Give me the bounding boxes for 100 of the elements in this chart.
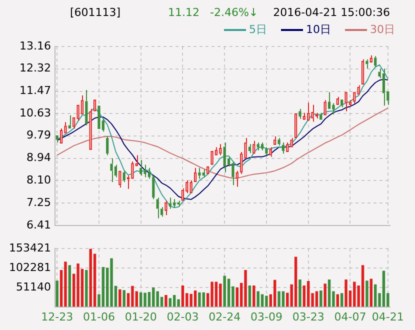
bar bbox=[320, 290, 322, 307]
y-tick-label: 9.79 bbox=[26, 128, 51, 142]
candlestick bbox=[282, 142, 285, 154]
candlestick bbox=[110, 158, 113, 182]
candlestick bbox=[320, 112, 322, 120]
candlestick bbox=[269, 146, 272, 158]
candlestick bbox=[131, 161, 134, 179]
candlestick bbox=[118, 170, 122, 188]
bar bbox=[172, 295, 176, 307]
bar bbox=[122, 290, 126, 307]
candlestick bbox=[68, 114, 71, 128]
candlestick bbox=[315, 112, 318, 119]
candlestick bbox=[140, 159, 142, 176]
bar bbox=[374, 284, 377, 307]
bar bbox=[198, 292, 201, 307]
y-tick-label: 8.94 bbox=[26, 151, 51, 164]
bar bbox=[110, 258, 113, 307]
bar bbox=[244, 270, 247, 307]
bar bbox=[164, 295, 168, 307]
candlestick bbox=[332, 102, 335, 115]
bar bbox=[382, 270, 386, 307]
candlestick bbox=[194, 167, 197, 182]
bar bbox=[210, 282, 214, 307]
x-tick-label: 04-21 bbox=[372, 310, 404, 324]
bar bbox=[68, 265, 72, 307]
candlestick bbox=[206, 166, 210, 174]
bar bbox=[278, 291, 280, 307]
candlestick bbox=[156, 197, 159, 219]
bar bbox=[370, 278, 373, 307]
candlestick bbox=[256, 142, 260, 151]
candlestick bbox=[374, 56, 377, 68]
candlestick bbox=[336, 96, 339, 105]
candlestick bbox=[236, 170, 238, 188]
bar bbox=[194, 290, 197, 307]
bar bbox=[89, 248, 92, 307]
candlestick bbox=[164, 200, 168, 216]
legend-label: 30日 bbox=[370, 22, 395, 37]
candlestick bbox=[60, 128, 63, 144]
bar bbox=[156, 291, 159, 307]
bar bbox=[282, 291, 285, 307]
bar bbox=[298, 279, 302, 307]
candlestick bbox=[366, 58, 368, 70]
bar bbox=[340, 293, 344, 307]
bar bbox=[265, 296, 268, 307]
candlestick bbox=[274, 136, 276, 145]
bar bbox=[273, 280, 276, 307]
bar bbox=[177, 299, 180, 307]
candlestick bbox=[168, 197, 172, 210]
chart-title: [601113] bbox=[70, 6, 121, 19]
y-tick-label: 153421 bbox=[9, 241, 51, 254]
candlestick bbox=[328, 92, 331, 109]
x-tick-label: 12-23 bbox=[41, 310, 74, 324]
legend-label: 5日 bbox=[249, 22, 267, 37]
bar bbox=[144, 292, 146, 307]
bar bbox=[353, 282, 356, 307]
candlestick bbox=[252, 140, 256, 154]
bar bbox=[294, 256, 298, 307]
bar bbox=[85, 270, 88, 307]
text: 2016-04-21 15:00:36 bbox=[273, 6, 390, 19]
x-tick-label: 04-07 bbox=[334, 310, 366, 324]
candlestick bbox=[98, 106, 100, 129]
candlestick bbox=[294, 113, 298, 138]
bar bbox=[223, 276, 226, 307]
candlestick bbox=[223, 142, 226, 173]
bar bbox=[118, 289, 122, 307]
candlestick bbox=[357, 84, 360, 95]
candlestick bbox=[290, 137, 293, 148]
candlestick bbox=[311, 104, 314, 122]
bar bbox=[76, 264, 80, 307]
bar bbox=[315, 291, 318, 307]
candlestick bbox=[202, 169, 205, 178]
candlestick bbox=[260, 142, 264, 151]
x-tick-label: 01-06 bbox=[82, 310, 115, 324]
candlestick bbox=[353, 92, 356, 104]
candlestick bbox=[173, 198, 176, 208]
bar bbox=[306, 281, 310, 307]
bar bbox=[227, 278, 230, 307]
bar bbox=[56, 280, 58, 307]
bar bbox=[181, 286, 184, 307]
candlestick bbox=[344, 92, 348, 112]
candlestick bbox=[302, 112, 306, 120]
legend-label: 10日 bbox=[306, 22, 331, 37]
candlestick bbox=[190, 180, 192, 194]
y-tick-label: 51140 bbox=[16, 280, 51, 294]
candlestick bbox=[177, 200, 180, 208]
candlestick bbox=[144, 164, 146, 178]
candlestick bbox=[210, 150, 214, 165]
candlestick bbox=[361, 58, 364, 84]
candlestick bbox=[324, 100, 326, 116]
y-tick-label: 13.16 bbox=[20, 39, 51, 52]
y-tick-label: 8.10 bbox=[26, 173, 51, 186]
candlestick bbox=[106, 136, 109, 156]
text: 11.12 bbox=[168, 6, 200, 19]
bar bbox=[102, 266, 105, 307]
bar bbox=[361, 265, 364, 307]
y-tick-label: 11.47 bbox=[20, 84, 51, 98]
x-tick-label: 03-09 bbox=[250, 310, 282, 324]
candlestick bbox=[278, 137, 280, 146]
bar bbox=[248, 286, 252, 307]
bar bbox=[366, 280, 368, 307]
